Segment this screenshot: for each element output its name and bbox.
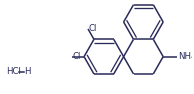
Text: NH: NH xyxy=(178,52,191,61)
Text: Cl: Cl xyxy=(72,52,81,61)
Text: H: H xyxy=(24,67,30,77)
Text: HCl: HCl xyxy=(6,67,21,77)
Text: Cl: Cl xyxy=(88,24,96,33)
